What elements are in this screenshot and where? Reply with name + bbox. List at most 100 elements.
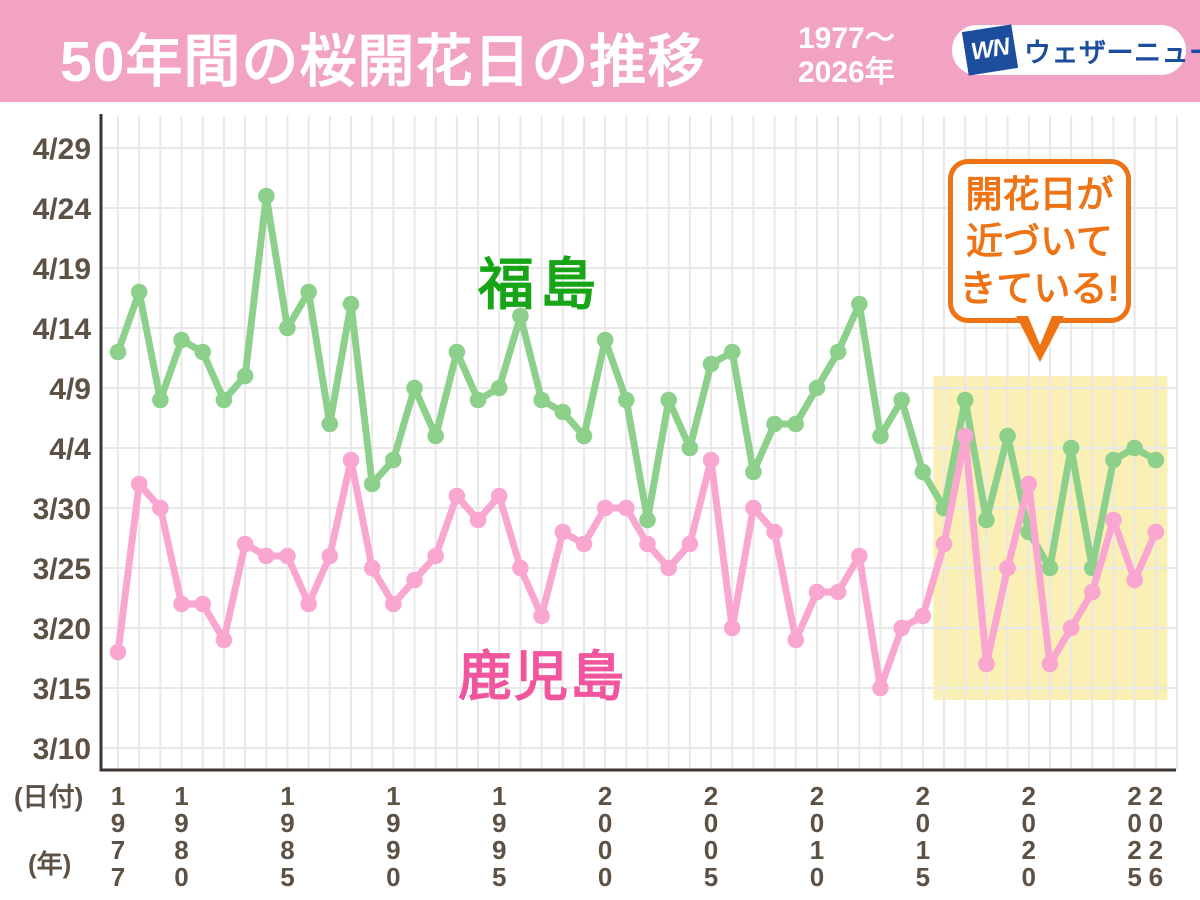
point-fukushima-1990 <box>385 451 402 469</box>
point-fukushima-2008 <box>766 415 783 433</box>
point-kagoshima-2009 <box>787 631 805 649</box>
point-fukushima-1988 <box>342 295 360 313</box>
point-fukushima-1998 <box>554 403 572 421</box>
weathernews-logo-text: ウェザーニュース <box>1024 37 1200 68</box>
point-kagoshima-1980 <box>173 595 190 613</box>
point-kagoshima-2019 <box>999 559 1016 577</box>
y-tick-label: 4/4 <box>49 433 91 466</box>
point-fukushima-1979 <box>152 391 169 409</box>
point-kagoshima-2011 <box>829 583 847 601</box>
header-banner: 50年間の桜開花日の推移 1977〜 2026年 WN ウェザーニュース <box>0 0 1200 102</box>
point-kagoshima-1983 <box>236 535 254 553</box>
point-kagoshima-2007 <box>745 499 762 517</box>
y-tick-label: 3/25 <box>33 553 91 586</box>
point-fukushima-1994 <box>469 391 487 409</box>
y-tick-label: 4/29 <box>33 133 91 166</box>
point-kagoshima-1978 <box>130 475 148 493</box>
point-fukushima-1984 <box>257 187 275 205</box>
point-kagoshima-2026 <box>1147 523 1165 541</box>
point-kagoshima-1986 <box>300 595 317 613</box>
point-kagoshima-1988 <box>342 451 360 469</box>
point-kagoshima-2025 <box>1126 571 1143 589</box>
y-tick-label: 3/20 <box>33 613 91 646</box>
point-fukushima-2017 <box>956 391 974 409</box>
y-tick-label: 3/10 <box>33 733 91 766</box>
annotation-line-1: 開花日が <box>965 173 1114 215</box>
point-kagoshima-2008 <box>766 523 783 541</box>
point-kagoshima-1977 <box>109 643 127 661</box>
title-year-range-line2: 2026年 <box>798 56 895 89</box>
point-fukushima-1987 <box>321 415 339 433</box>
point-fukushima-2003 <box>660 391 677 409</box>
wn-logo-mark: WN <box>969 33 1011 66</box>
point-kagoshima-2024 <box>1105 511 1122 529</box>
point-kagoshima-1994 <box>469 511 487 529</box>
point-fukushima-1997 <box>533 391 550 409</box>
point-kagoshima-2014 <box>893 619 910 637</box>
annotation-callout: 開花日が 近づいて きている! <box>948 159 1131 362</box>
point-fukushima-1991 <box>406 379 423 397</box>
point-kagoshima-1985 <box>279 547 296 565</box>
point-fukushima-1993 <box>448 343 466 361</box>
y-axis-caption: (日付) <box>14 782 84 812</box>
point-fukushima-2021 <box>1041 559 1059 577</box>
point-kagoshima-2017 <box>956 427 974 445</box>
point-kagoshima-2001 <box>618 499 635 517</box>
series-kagoshima <box>109 427 1165 697</box>
point-fukushima-1996 <box>512 307 529 325</box>
point-kagoshima-1990 <box>385 595 402 613</box>
annotation-line-2: 近づいて <box>966 220 1113 262</box>
point-fukushima-2002 <box>639 511 656 529</box>
point-fukushima-2019 <box>999 427 1016 445</box>
point-kagoshima-1997 <box>533 607 550 625</box>
gridlines <box>101 116 1178 770</box>
axes <box>99 114 1176 772</box>
y-tick-label: 3/15 <box>33 673 91 706</box>
weathernews-logo: WN ウェザーニュース <box>952 24 1200 76</box>
point-fukushima-2013 <box>872 427 889 445</box>
annotation-line-3: きている! <box>959 267 1120 309</box>
point-kagoshima-2013 <box>872 679 889 697</box>
y-tick-label: 4/19 <box>33 253 91 286</box>
point-fukushima-2024 <box>1105 451 1122 469</box>
point-fukushima-2001 <box>618 391 635 409</box>
series-fukushima <box>109 187 1165 577</box>
point-fukushima-2009 <box>787 415 805 433</box>
point-kagoshima-1984 <box>257 547 275 565</box>
point-fukushima-2018 <box>978 511 995 529</box>
point-kagoshima-2004 <box>681 535 699 553</box>
point-kagoshima-2002 <box>639 535 656 553</box>
point-kagoshima-2022 <box>1062 619 1080 637</box>
wn-logo-icon: WN <box>961 24 1019 76</box>
point-fukushima-1982 <box>215 391 233 409</box>
point-kagoshima-2012 <box>851 547 868 565</box>
point-fukushima-1995 <box>490 379 508 397</box>
point-fukushima-1981 <box>194 343 212 361</box>
callout-tail-fill <box>1024 309 1055 345</box>
point-fukushima-2011 <box>829 343 847 361</box>
point-fukushima-2010 <box>808 379 826 397</box>
point-fukushima-2005 <box>702 355 720 373</box>
point-fukushima-2014 <box>893 391 910 409</box>
y-tick-label: 4/14 <box>33 313 92 346</box>
point-fukushima-2012 <box>851 295 868 313</box>
point-fukushima-2025 <box>1126 439 1143 457</box>
point-kagoshima-2018 <box>978 655 995 673</box>
point-kagoshima-1992 <box>427 547 445 565</box>
point-fukushima-2022 <box>1062 439 1080 457</box>
point-kagoshima-1995 <box>490 487 508 505</box>
page-title: 50年間の桜開花日の推移 <box>60 30 706 94</box>
point-kagoshima-1993 <box>448 487 466 505</box>
title-year-range-line1: 1977〜 <box>798 22 895 55</box>
point-kagoshima-1999 <box>575 535 593 553</box>
point-fukushima-2007 <box>745 463 762 481</box>
point-fukushima-2000 <box>596 331 614 349</box>
point-fukushima-2006 <box>723 343 741 361</box>
point-kagoshima-2016 <box>935 535 953 553</box>
